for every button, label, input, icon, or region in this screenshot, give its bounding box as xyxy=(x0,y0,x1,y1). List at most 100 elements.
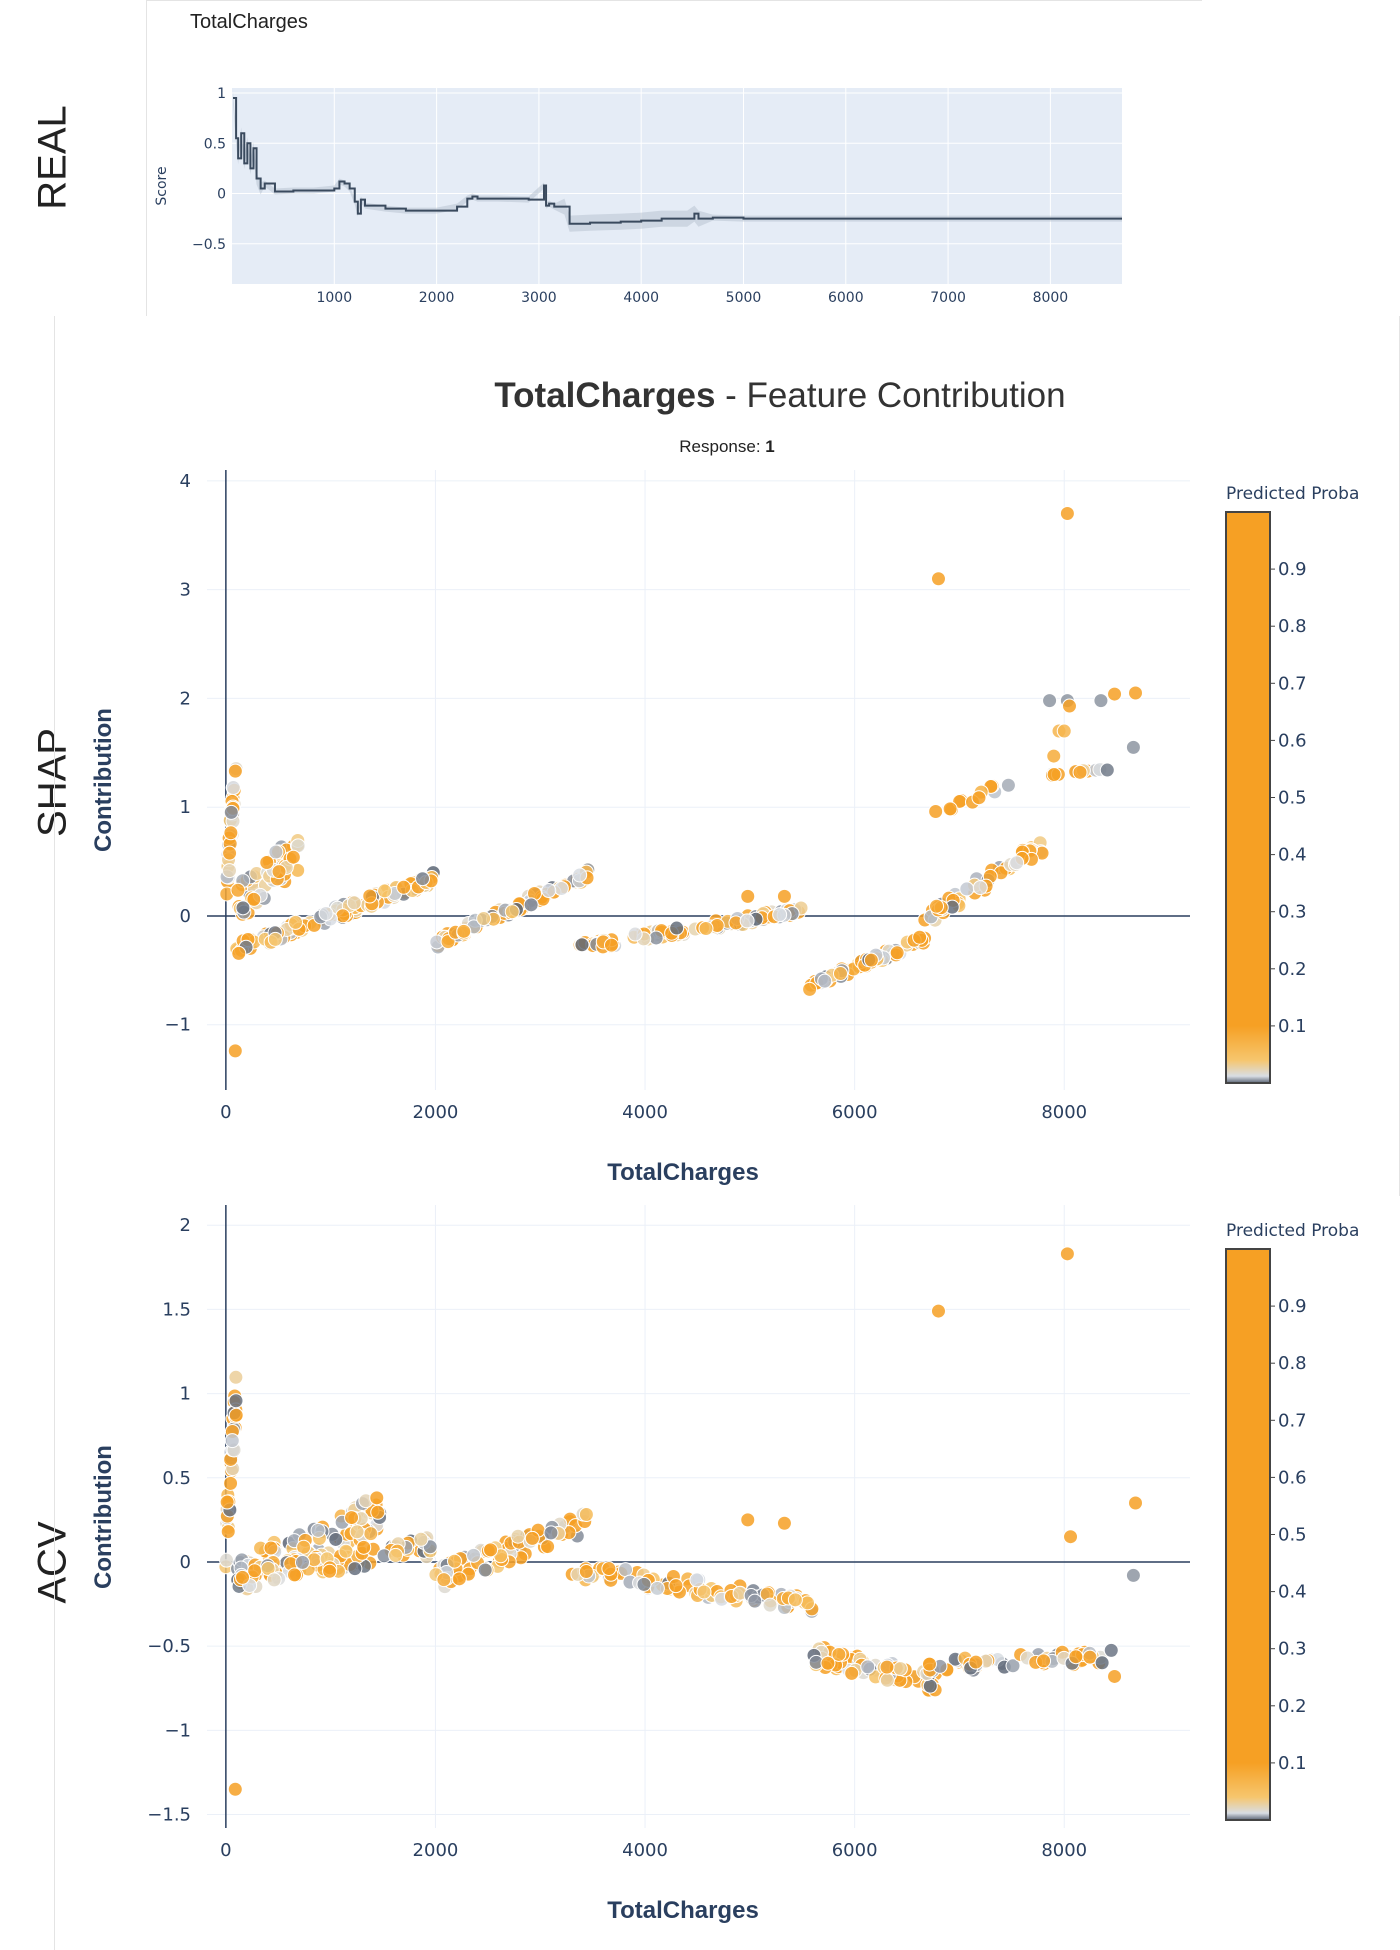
shap-point xyxy=(318,906,334,922)
response-subtitle: Response: 1 xyxy=(679,437,774,456)
acv-point xyxy=(344,1510,360,1526)
acv-point xyxy=(223,1475,239,1491)
shap-point xyxy=(971,790,987,806)
figure-title: TotalCharges - Feature Contribution xyxy=(494,376,1065,415)
acv-point xyxy=(922,1678,938,1694)
shap-point xyxy=(930,571,946,587)
shap-point xyxy=(377,883,393,899)
shap-x-ticks: 0 2000 4000 6000 8000 xyxy=(220,1102,1087,1123)
shap-colorbar-tick-label: 0.6 xyxy=(1278,730,1307,751)
shap-point xyxy=(740,888,756,904)
acv-point xyxy=(540,1539,556,1555)
shap-point xyxy=(230,882,246,898)
response-label: Response: xyxy=(679,437,765,456)
shap-colorbar-tick-label: 0.1 xyxy=(1278,1016,1307,1037)
acv-point xyxy=(696,1584,712,1600)
acv-colorbar: 0.9 0.8 0.7 0.6 0.5 0.4 0.3 0.2 0.1 xyxy=(1225,1248,1307,1821)
real-y-axis-label: Score xyxy=(154,166,170,205)
shap-point xyxy=(288,914,304,930)
shap-points xyxy=(219,506,1144,1059)
acv-point xyxy=(266,1572,282,1588)
shap-point xyxy=(1128,685,1144,701)
acv-point xyxy=(879,1672,895,1688)
acv-point xyxy=(224,1433,240,1449)
acv-y-axis-label: Contribution xyxy=(90,1445,117,1589)
shap-point xyxy=(335,908,351,924)
shap-point xyxy=(235,900,251,916)
acv-point xyxy=(234,1569,250,1585)
real-x-tick-label: 1000 xyxy=(316,290,352,306)
real-x-ticks: 1000 2000 3000 4000 5000 6000 7000 8000 xyxy=(316,290,1068,306)
shap-point xyxy=(222,845,238,861)
acv-y-tick-label: −1 xyxy=(164,1720,191,1741)
shap-x-tick-label: 0 xyxy=(220,1102,231,1123)
shap-point xyxy=(1125,739,1141,755)
shap-point xyxy=(227,1043,243,1059)
shap-y-tick-label: 2 xyxy=(180,688,191,709)
acv-point xyxy=(328,1531,344,1547)
shap-colorbar-tick-label: 0.5 xyxy=(1278,788,1307,809)
shap-panel-border-left xyxy=(54,316,55,1950)
acv-x-tick-label: 6000 xyxy=(832,1840,878,1861)
acv-point xyxy=(228,1407,244,1423)
acv-x-ticks: 0 2000 4000 6000 8000 xyxy=(220,1840,1087,1861)
shap-point xyxy=(1061,698,1077,714)
real-x-tick-label: 4000 xyxy=(623,290,659,306)
real-score-line xyxy=(233,97,1122,225)
acv-point xyxy=(762,1597,778,1613)
shap-x-tick-label: 6000 xyxy=(832,1102,878,1123)
acv-chart: 2 1.5 1 0.5 0 −0.5 −1 −1.5 0 2000 4000 6000 8000 To… xyxy=(90,1205,1359,1924)
acv-colorbar-title: Predicted Proba xyxy=(1226,1221,1359,1241)
figure-title-rest: - Feature Contribution xyxy=(715,376,1065,415)
shap-point xyxy=(227,763,243,779)
acv-y-tick-label: 0 xyxy=(180,1552,191,1573)
real-x-tick-label: 5000 xyxy=(726,290,762,306)
shap-point xyxy=(603,937,619,953)
acv-point xyxy=(388,1547,404,1563)
acv-point xyxy=(1063,1529,1079,1545)
shap-point xyxy=(942,801,958,817)
acv-colorbar-tick-label: 0.7 xyxy=(1278,1410,1307,1431)
acv-point xyxy=(1107,1668,1123,1684)
shap-point xyxy=(648,930,664,946)
shap-point xyxy=(1072,764,1088,780)
shap-point xyxy=(572,867,588,883)
shap-point xyxy=(863,952,879,968)
shap-point xyxy=(574,937,590,953)
acv-point xyxy=(219,1494,235,1510)
shap-point xyxy=(817,973,833,989)
shap-point xyxy=(553,881,569,897)
acv-x-axis-label: TotalCharges xyxy=(607,1897,759,1924)
acv-point xyxy=(524,1530,540,1546)
acv-x-tick-label: 0 xyxy=(220,1840,231,1861)
shap-point xyxy=(362,888,378,904)
acv-colorbar-tick-label: 0.2 xyxy=(1278,1696,1307,1717)
acv-point xyxy=(930,1303,946,1319)
acv-point xyxy=(1068,1649,1084,1665)
acv-point xyxy=(369,1490,385,1506)
shap-point xyxy=(928,804,944,820)
shap-point xyxy=(1046,767,1062,783)
figure-title-feature: TotalCharges xyxy=(494,376,715,415)
acv-colorbar-tick-label: 0.8 xyxy=(1278,1353,1307,1374)
acv-point xyxy=(322,1563,338,1579)
acv-x-tick-label: 2000 xyxy=(413,1840,459,1861)
acv-point xyxy=(820,1655,836,1671)
acv-points xyxy=(218,1246,1144,1797)
acv-point xyxy=(578,1564,594,1580)
shap-colorbar: 0.9 0.8 0.7 0.6 0.5 0.4 0.3 0.2 0.1 xyxy=(1225,511,1307,1084)
shap-point xyxy=(223,804,239,820)
shap-x-tick-label: 8000 xyxy=(1041,1102,1087,1123)
shap-point xyxy=(698,920,714,936)
shap-point xyxy=(889,945,905,961)
shap-point xyxy=(1000,777,1016,793)
acv-colorbar-tick-label: 0.3 xyxy=(1278,1639,1307,1660)
shap-point xyxy=(1107,686,1123,702)
acv-point xyxy=(601,1561,617,1577)
acv-y-tick-label: −1.5 xyxy=(147,1805,191,1826)
shap-point xyxy=(259,854,275,870)
acv-point xyxy=(1103,1642,1119,1658)
acv-x-tick-label: 8000 xyxy=(1041,1840,1087,1861)
acv-point xyxy=(921,1656,937,1672)
